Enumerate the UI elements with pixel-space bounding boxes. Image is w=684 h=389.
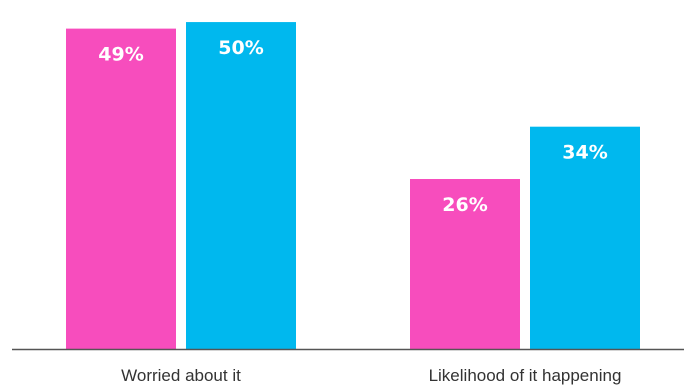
bar-0-1 bbox=[186, 22, 296, 349]
data-label-1-1: 34% bbox=[562, 142, 607, 164]
bar-1-0 bbox=[410, 179, 520, 349]
data-label-1-0: 26% bbox=[442, 194, 487, 216]
bars-layer bbox=[66, 22, 640, 349]
bar-0-0 bbox=[66, 28, 176, 349]
data-labels-layer: 49% 50% 26% 34% bbox=[98, 37, 607, 216]
category-label-0: Worried about it bbox=[121, 366, 241, 385]
category-label-1: Likelihood of it happening bbox=[429, 366, 622, 385]
data-label-0-1: 50% bbox=[218, 37, 263, 59]
bar-1-1 bbox=[530, 126, 640, 349]
category-labels-layer: Worried about it Likelihood of it happeni… bbox=[121, 366, 621, 385]
data-label-0-0: 49% bbox=[98, 44, 143, 66]
